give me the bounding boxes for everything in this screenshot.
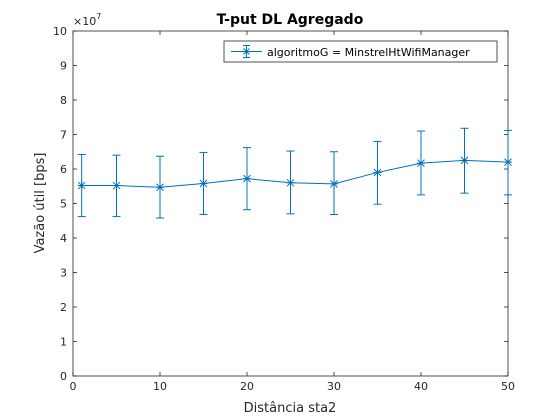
y-tick-label: 3 xyxy=(60,267,67,280)
x-tick-label: 0 xyxy=(70,380,77,393)
y-tick-label: 6 xyxy=(60,163,67,176)
y-tick-label: 10 xyxy=(53,25,67,38)
series-layer xyxy=(77,127,512,219)
y-tick-label: 8 xyxy=(60,94,67,107)
data-point-marker xyxy=(243,174,251,183)
x-tick-label: 20 xyxy=(240,380,254,393)
legend-box xyxy=(223,40,498,63)
legend-marker xyxy=(242,47,251,56)
y-tick-label: 0 xyxy=(60,370,67,383)
data-point-marker xyxy=(286,178,295,187)
x-tick-label: 50 xyxy=(501,380,515,393)
legend: algoritmoG = MinstrelHtWifiManager xyxy=(223,40,498,63)
y-tick-label: 4 xyxy=(60,232,67,245)
x-tick-label: 40 xyxy=(414,380,428,393)
y-axis-label: Vazão útil [bps] xyxy=(33,153,48,254)
data-point-marker xyxy=(504,158,512,167)
data-point-marker xyxy=(460,156,469,165)
axes: 0 10 20 30 40 50 0 1 2 3 4 5 6 7 8 9 10 xyxy=(53,25,515,393)
x-tick-label: 10 xyxy=(153,380,167,393)
data-point-marker xyxy=(373,168,382,177)
y-axis-exponent: ×107 xyxy=(73,12,101,28)
y-tick-label: 1 xyxy=(60,336,67,349)
x-axis-label: Distância sta2 xyxy=(244,401,337,416)
y-tick-label: 9 xyxy=(60,60,67,73)
data-point-marker xyxy=(77,181,86,190)
data-point-marker xyxy=(199,179,208,188)
legend-label: algoritmoG = MinstrelHtWifiManager xyxy=(267,46,470,59)
data-point-marker xyxy=(112,181,121,190)
data-point-marker xyxy=(330,179,338,188)
y-tick-label: 2 xyxy=(60,301,67,314)
data-point-marker xyxy=(417,159,425,168)
data-point-marker xyxy=(156,183,164,192)
x-tick-label: 30 xyxy=(327,380,341,393)
y-tick-label: 7 xyxy=(60,129,67,142)
chart-title: T-put DL Agregado xyxy=(217,12,364,28)
y-tick-label: 5 xyxy=(60,198,67,211)
